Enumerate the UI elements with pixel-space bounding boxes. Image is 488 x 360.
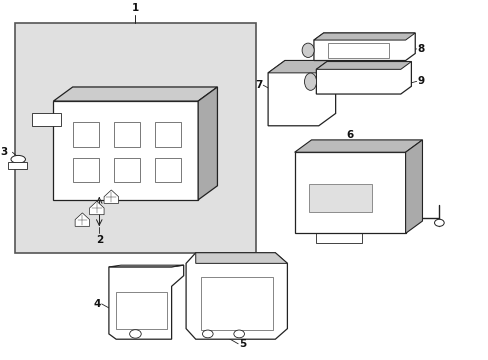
Bar — [316, 233, 362, 243]
Polygon shape — [294, 152, 405, 233]
Bar — [73, 122, 99, 147]
Polygon shape — [53, 87, 217, 101]
Polygon shape — [405, 140, 422, 233]
Text: 5: 5 — [239, 339, 246, 349]
Polygon shape — [53, 101, 198, 200]
Circle shape — [129, 330, 141, 338]
Text: 2: 2 — [96, 235, 102, 245]
Ellipse shape — [302, 43, 313, 58]
Polygon shape — [104, 190, 118, 203]
Text: 9: 9 — [417, 76, 424, 86]
Bar — [8, 162, 27, 169]
Circle shape — [233, 330, 244, 338]
Polygon shape — [313, 33, 414, 60]
Text: 6: 6 — [346, 130, 353, 140]
Circle shape — [434, 219, 443, 226]
Bar — [328, 43, 388, 58]
Polygon shape — [198, 87, 217, 200]
Bar — [15, 23, 256, 253]
Bar — [32, 113, 61, 126]
Bar — [114, 122, 140, 147]
Text: 3: 3 — [0, 147, 8, 157]
Polygon shape — [316, 62, 410, 69]
Bar — [154, 158, 181, 182]
Polygon shape — [313, 33, 414, 40]
Polygon shape — [267, 60, 335, 126]
Text: 8: 8 — [417, 44, 424, 54]
Bar — [200, 278, 272, 330]
Bar — [308, 184, 371, 212]
Bar — [116, 292, 166, 329]
Ellipse shape — [11, 156, 25, 163]
Polygon shape — [89, 201, 104, 215]
Polygon shape — [186, 253, 287, 339]
Bar — [114, 158, 140, 182]
Ellipse shape — [304, 73, 316, 90]
Bar — [154, 122, 181, 147]
Text: 7: 7 — [254, 80, 262, 90]
Text: 1: 1 — [132, 3, 139, 13]
Circle shape — [202, 330, 213, 338]
Polygon shape — [109, 265, 183, 339]
Polygon shape — [75, 213, 89, 226]
Bar — [73, 158, 99, 182]
Text: 4: 4 — [93, 299, 101, 309]
Polygon shape — [316, 62, 410, 94]
Polygon shape — [267, 60, 335, 73]
Polygon shape — [109, 265, 183, 267]
Polygon shape — [195, 253, 287, 264]
Polygon shape — [294, 140, 422, 152]
